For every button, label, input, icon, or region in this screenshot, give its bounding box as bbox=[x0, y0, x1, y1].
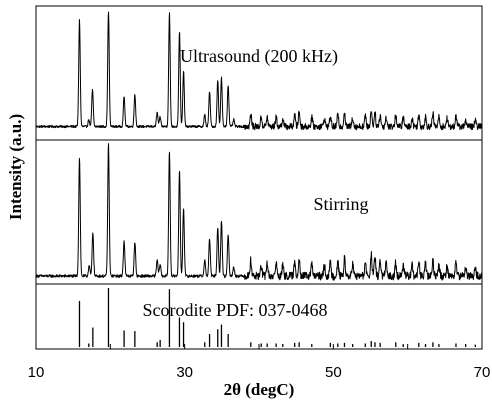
series-label: Ultrasound (200 kHz) bbox=[180, 46, 338, 67]
series-label: Scorodite PDF: 037-0468 bbox=[142, 300, 327, 320]
xrd-pattern-line bbox=[35, 11, 483, 131]
x-tick-label: 50 bbox=[325, 364, 342, 381]
series-label: Stirring bbox=[313, 194, 368, 214]
y-axis-title: Intensity (a.u.) bbox=[6, 114, 25, 220]
xrd-pattern-line bbox=[35, 143, 483, 281]
x-tick-label: 70 bbox=[474, 364, 491, 381]
x-axis-title: 2θ (degC) bbox=[224, 380, 295, 399]
x-tick-label: 10 bbox=[28, 364, 45, 381]
x-tick-label: 30 bbox=[176, 364, 193, 381]
